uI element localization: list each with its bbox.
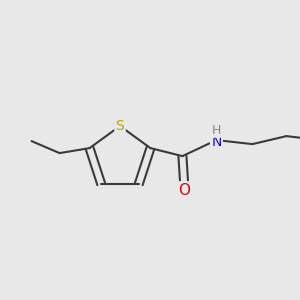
Text: O: O: [178, 183, 190, 198]
Text: S: S: [116, 119, 124, 133]
Text: N: N: [211, 135, 222, 149]
Text: H: H: [212, 124, 221, 136]
